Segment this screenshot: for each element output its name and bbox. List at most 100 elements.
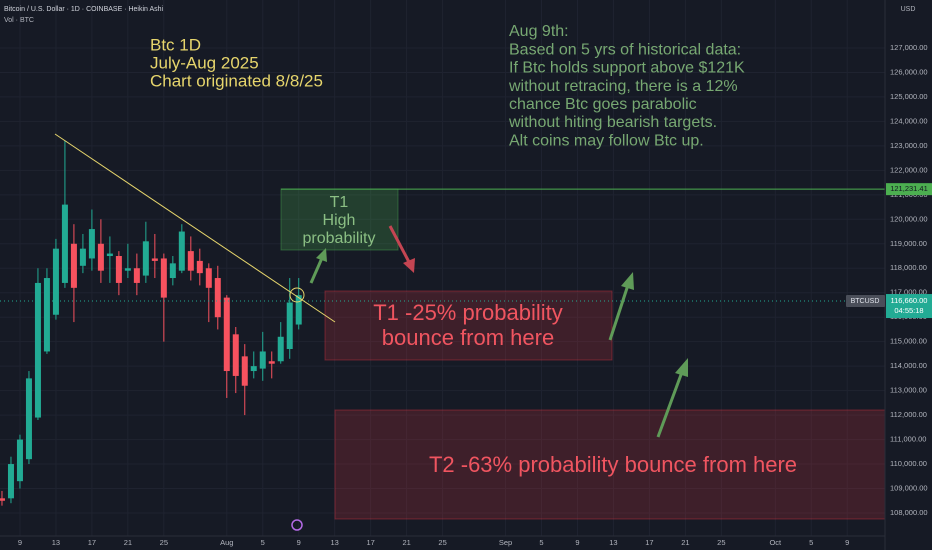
- x-tick-label: Oct: [769, 538, 782, 547]
- zone-label: T2 -63% probability bounce from here: [429, 452, 797, 477]
- candle-body: [142, 241, 149, 276]
- x-tick-label: 17: [366, 538, 374, 547]
- y-tick-label: 119,000.00: [890, 239, 927, 248]
- candle-body: [160, 258, 167, 298]
- x-tick-label: Aug: [220, 538, 233, 547]
- last-price-bg: [886, 294, 932, 319]
- candle-body: [295, 295, 302, 325]
- candle-body: [7, 464, 14, 499]
- candle-body: [43, 278, 50, 352]
- countdown-label: 04:55:18: [894, 306, 923, 315]
- candle-body: [232, 334, 239, 376]
- grid: [0, 0, 885, 536]
- trend-line: [54, 133, 336, 323]
- candle-body: [124, 268, 131, 271]
- y-tick-label: 126,000.00: [890, 67, 928, 76]
- arrow: [309, 257, 324, 284]
- arrow-head: [675, 358, 688, 377]
- arrow: [608, 284, 630, 341]
- candle-body: [97, 243, 104, 271]
- t1-zone: [280, 188, 399, 251]
- x-tick-label: 25: [717, 538, 725, 547]
- symbol-title: Bitcoin / U.S. Dollar · 1D · COINBASE · …: [4, 6, 164, 13]
- marker-circle: [289, 287, 305, 303]
- x-tick-label: 21: [402, 538, 410, 547]
- x-tick-label: 17: [88, 538, 96, 547]
- candle-body: [196, 260, 203, 274]
- y-tick-label: 117,000.00: [890, 288, 927, 297]
- x-tick-label: 5: [539, 538, 543, 547]
- symbol-label: BTCUSD: [851, 298, 880, 305]
- symbol-label-bg: [846, 295, 885, 308]
- title-line: Chart originated 8/8/25: [150, 71, 323, 90]
- arrow: [388, 225, 411, 263]
- y-tick-label: 109,000.00: [890, 484, 928, 493]
- zone-label: bounce from here: [382, 325, 554, 350]
- candle-body: [106, 253, 113, 257]
- last-price-label: 116,660.00: [891, 296, 928, 305]
- arrow-head: [316, 248, 327, 262]
- t2-bounce-zone: [334, 409, 886, 520]
- y-tick-label: 127,000.00: [890, 43, 928, 52]
- x-tick-label: 9: [18, 538, 22, 547]
- title-line: Btc 1D: [150, 35, 201, 54]
- candle-body: [259, 351, 266, 369]
- zone-label: T1 -25% probability: [373, 300, 563, 325]
- candle-body: [70, 243, 77, 288]
- y-tick-label: 123,000.00: [890, 141, 928, 150]
- note-line: without retracing, there is a 12%: [508, 78, 738, 95]
- candle-body: [79, 248, 86, 266]
- x-tick-label: 21: [124, 538, 132, 547]
- candles: [0, 140, 885, 506]
- zone-label: probability: [303, 230, 376, 247]
- axes: 108,000.00 109,000.00 110,000.00 111,000.00…: [18, 43, 932, 547]
- event-icon[interactable]: [291, 519, 303, 531]
- candle-body: [187, 251, 194, 271]
- x-tick-label: 5: [261, 538, 265, 547]
- arrow: [656, 371, 684, 438]
- x-tick-label: 9: [297, 538, 301, 547]
- x-tick-label: 25: [160, 538, 168, 547]
- note-line: Alt coins may follow Btc up.: [509, 132, 704, 149]
- candle-body: [214, 278, 221, 318]
- candle-body: [286, 302, 293, 350]
- y-tick-label: 120,000.00: [890, 214, 928, 223]
- x-tick-label: Sep: [499, 538, 512, 547]
- y-tick-label: 118,000.00: [890, 263, 927, 272]
- candle-body: [34, 282, 41, 418]
- y-tick-label: 113,000.00: [890, 386, 927, 395]
- candle-body: [16, 439, 23, 482]
- note-line: Aug 9th:: [509, 23, 569, 40]
- y-tick-label: 124,000.00: [890, 116, 928, 125]
- arrow-head: [403, 258, 415, 273]
- y-tick-label: 122,000.00: [890, 165, 928, 174]
- x-tick-label: 5: [809, 538, 813, 547]
- candle-body: [61, 204, 68, 283]
- candle-body: [151, 258, 158, 261]
- candle-body: [25, 378, 32, 460]
- x-tick-label: 17: [645, 538, 653, 547]
- indicator-label: Vol · BTC: [4, 17, 34, 24]
- note-line: chance Btc goes parabolic: [509, 96, 697, 113]
- y-tick-label: 125,000.00: [890, 92, 928, 101]
- y-tick-label: 112,000.00: [890, 410, 927, 419]
- y-tick-label: 110,000.00: [890, 459, 927, 468]
- arrow-head: [621, 272, 634, 290]
- axis-unit: USD: [901, 6, 916, 13]
- y-tick-label: 108,000.00: [890, 508, 928, 517]
- x-tick-label: 9: [845, 538, 849, 547]
- x-tick-label: 13: [609, 538, 617, 547]
- price-axis: [885, 0, 932, 550]
- candle-body: [223, 297, 230, 372]
- x-tick-label: 21: [681, 538, 689, 547]
- candle-body: [205, 268, 212, 288]
- candle-body: [52, 248, 59, 315]
- y-tick-label: 115,000.00: [890, 337, 927, 346]
- candle-body: [169, 263, 176, 279]
- candle-body: [241, 356, 248, 386]
- y-tick-label: 111,000.00: [890, 435, 926, 444]
- zone-label: T1: [330, 194, 349, 211]
- candle-body: [250, 366, 257, 372]
- x-tick-label: 13: [52, 538, 60, 547]
